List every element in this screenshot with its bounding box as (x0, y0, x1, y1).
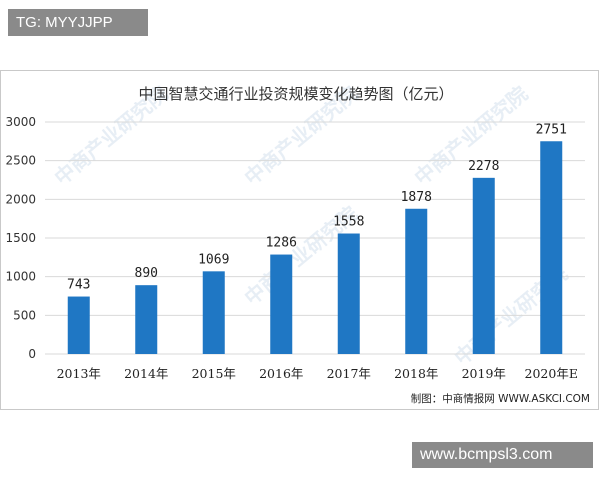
x-axis: 2013年 2014年 2015年 2016年 2017年 2018年 2019年 2020年… (57, 366, 578, 381)
y-tick-label: 0 (28, 347, 36, 361)
y-axis: 0 500 1000 1500 2000 2500 3000 (5, 115, 36, 361)
x-tick-label: 2017年 (327, 366, 371, 381)
bar (202, 271, 225, 354)
x-tick-label: 2020年E (525, 366, 578, 381)
bar (135, 285, 158, 354)
x-tick-label: 2015年 (192, 366, 236, 381)
y-tick-label: 2000 (5, 192, 36, 206)
y-tick-label: 500 (13, 308, 36, 322)
data-label: 1558 (333, 215, 364, 230)
top-overlay-tag: TG: MYYJJPP (8, 9, 148, 36)
data-label: 2751 (536, 122, 567, 137)
x-tick-label: 2016年 (259, 366, 303, 381)
bar-series (67, 141, 563, 354)
bar (540, 141, 563, 354)
x-tick-label: 2019年 (462, 366, 506, 381)
data-label: 743 (67, 278, 90, 293)
bottom-overlay-tag: www.bcmpsl3.com (412, 442, 593, 468)
y-tick-label: 1000 (5, 270, 36, 284)
data-label: 2278 (468, 159, 499, 174)
data-label-layer: 743 890 1069 1286 1558 1878 2278 2751 (67, 122, 567, 292)
y-tick-label: 1500 (5, 231, 36, 245)
x-tick-label: 2013年 (57, 366, 101, 381)
bar (472, 177, 495, 354)
data-label: 890 (135, 266, 158, 281)
grid-layer (45, 121, 585, 355)
source-note: 制图：中商情报网 WWW.ASKCI.COM (411, 392, 590, 405)
chart-title: 中国智慧交通行业投资规模变化趋势图（亿元） (138, 85, 453, 103)
bar (337, 233, 360, 354)
bar (405, 208, 428, 354)
data-label: 1069 (198, 252, 229, 267)
x-tick-label: 2014年 (124, 366, 168, 381)
data-label: 1286 (266, 236, 297, 251)
chart-frame (0, 70, 599, 410)
bar (270, 254, 293, 354)
x-tick-label: 2018年 (394, 366, 438, 381)
y-tick-label: 3000 (5, 115, 36, 129)
bar (67, 296, 90, 354)
data-label: 1878 (401, 190, 432, 205)
y-tick-label: 2500 (5, 154, 36, 168)
